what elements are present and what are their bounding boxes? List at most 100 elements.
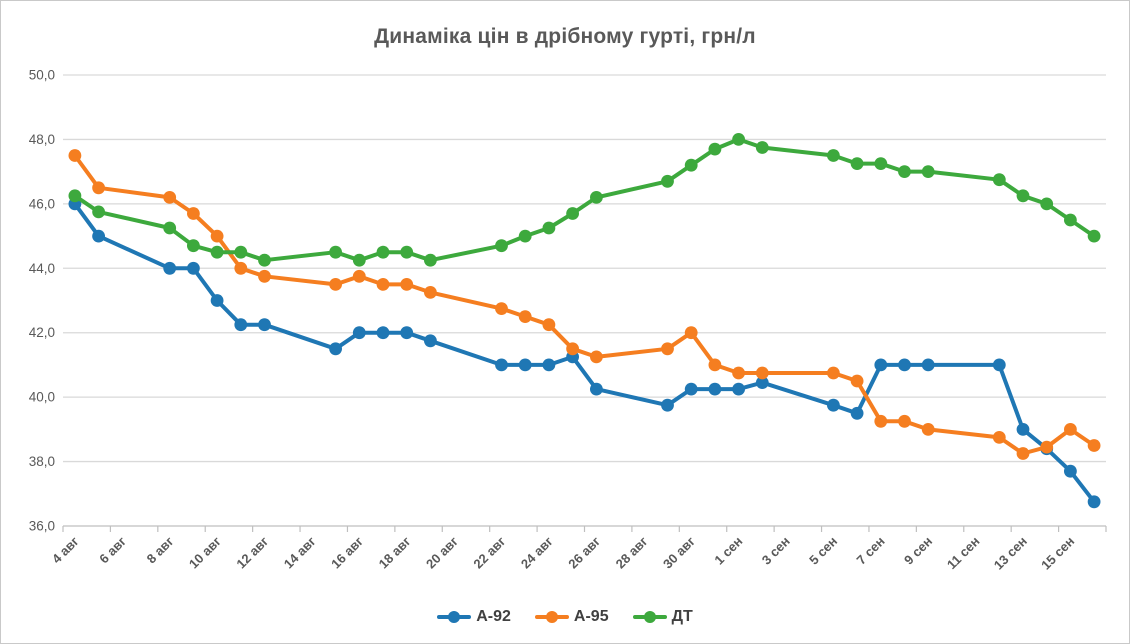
data-point-dt xyxy=(898,165,911,179)
data-point-a92 xyxy=(661,398,674,412)
data-point-dt xyxy=(542,221,556,235)
svg-text:18 авг: 18 авг xyxy=(376,533,414,571)
data-point-a92 xyxy=(590,382,603,396)
svg-text:3 сен: 3 сен xyxy=(759,534,793,568)
data-point-a92 xyxy=(92,229,105,243)
series-a95 xyxy=(68,149,1101,460)
data-point-dt xyxy=(1087,229,1101,243)
data-point-dt xyxy=(92,205,105,219)
data-point-a92 xyxy=(376,326,390,340)
data-point-a95 xyxy=(400,278,414,291)
data-point-a92 xyxy=(400,326,414,340)
data-point-a92 xyxy=(187,261,200,275)
data-point-a92 xyxy=(921,358,935,372)
data-point-a95 xyxy=(542,318,556,332)
data-point-dt xyxy=(424,253,437,267)
data-point-a92 xyxy=(352,326,366,340)
data-point-dt xyxy=(187,239,200,253)
data-point-a95 xyxy=(234,261,248,275)
data-point-a92 xyxy=(163,261,177,275)
svg-text:44,0: 44,0 xyxy=(29,261,55,276)
svg-text:26 авг: 26 авг xyxy=(565,533,603,571)
data-point-a95 xyxy=(163,191,177,204)
legend-item-dt[interactable]: ДТ xyxy=(632,608,693,626)
legend-item-a95[interactable]: А-95 xyxy=(534,608,609,626)
data-point-dt xyxy=(329,245,342,259)
data-point-dt xyxy=(755,141,769,154)
data-point-a95 xyxy=(1064,423,1077,436)
svg-text:46,0: 46,0 xyxy=(29,196,55,211)
data-point-a95 xyxy=(898,414,911,428)
data-point-a95 xyxy=(1087,439,1101,452)
data-point-dt xyxy=(376,245,390,259)
svg-text:36,0: 36,0 xyxy=(29,519,55,534)
data-point-a92 xyxy=(732,382,745,396)
data-point-dt xyxy=(708,142,722,156)
data-point-a92 xyxy=(874,358,888,372)
data-point-dt xyxy=(827,149,840,162)
data-point-dt xyxy=(732,133,745,146)
svg-text:16 авг: 16 авг xyxy=(328,533,366,571)
data-point-a92 xyxy=(827,398,840,412)
a92-line-marker-swatch xyxy=(437,614,472,620)
data-point-a95 xyxy=(424,286,437,299)
data-point-a92 xyxy=(755,376,769,389)
data-point-a95 xyxy=(590,350,603,364)
data-point-a95 xyxy=(708,358,722,372)
data-point-a95 xyxy=(210,229,224,243)
data-point-a95 xyxy=(352,269,366,283)
svg-text:38,0: 38,0 xyxy=(29,454,55,469)
svg-text:12 авг: 12 авг xyxy=(233,533,271,571)
data-point-dt xyxy=(1064,213,1077,227)
data-point-a92 xyxy=(708,382,722,396)
chart-title: Динаміка цін в дрібному гурті, грн/л xyxy=(374,25,756,48)
data-point-dt xyxy=(1040,197,1054,211)
data-point-dt xyxy=(684,158,698,172)
data-point-a92 xyxy=(210,294,224,307)
legend-label-a95: А-95 xyxy=(573,608,609,625)
data-point-dt xyxy=(400,245,414,259)
data-point-dt xyxy=(992,173,1006,187)
data-point-a92 xyxy=(329,342,342,356)
x-axis-ticks xyxy=(62,526,1107,532)
svg-text:6 авг: 6 авг xyxy=(96,533,129,566)
data-point-dt xyxy=(661,174,674,188)
svg-text:13 сен: 13 сен xyxy=(991,534,1030,573)
chart-legend: А-92 А-95 ДТ xyxy=(1,602,1129,632)
data-point-dt xyxy=(163,221,177,235)
data-point-a92 xyxy=(850,406,864,420)
data-point-dt xyxy=(352,253,366,267)
data-point-a95 xyxy=(684,326,698,340)
data-point-dt xyxy=(1016,189,1030,203)
data-point-a95 xyxy=(566,342,579,356)
svg-text:8 авг: 8 авг xyxy=(144,533,177,566)
svg-text:42,0: 42,0 xyxy=(29,325,55,340)
data-point-a92 xyxy=(424,334,437,348)
data-point-a95 xyxy=(992,431,1006,444)
svg-text:40,0: 40,0 xyxy=(29,390,55,405)
data-point-a92 xyxy=(898,358,911,372)
data-point-dt xyxy=(258,253,271,267)
data-point-a92 xyxy=(542,358,556,372)
data-point-a92 xyxy=(518,358,532,372)
svg-text:14 авг: 14 авг xyxy=(281,533,319,571)
data-point-dt xyxy=(68,189,82,203)
svg-text:5 сен: 5 сен xyxy=(806,534,840,568)
data-point-dt xyxy=(850,157,864,171)
data-point-a92 xyxy=(495,358,508,372)
data-point-a95 xyxy=(68,149,82,162)
data-point-a95 xyxy=(258,269,271,283)
svg-text:22 авг: 22 авг xyxy=(470,533,508,571)
data-point-a95 xyxy=(1016,447,1030,460)
data-point-dt xyxy=(566,207,579,220)
data-point-a95 xyxy=(1040,440,1054,454)
data-point-a92 xyxy=(992,358,1006,372)
data-point-dt xyxy=(921,165,935,179)
svg-text:24 авг: 24 авг xyxy=(518,533,556,571)
a95-line-marker-swatch xyxy=(534,614,569,620)
data-point-a95 xyxy=(92,181,105,195)
data-point-a95 xyxy=(518,310,532,323)
data-point-a92 xyxy=(684,382,698,396)
legend-item-a92[interactable]: А-92 xyxy=(437,608,511,626)
